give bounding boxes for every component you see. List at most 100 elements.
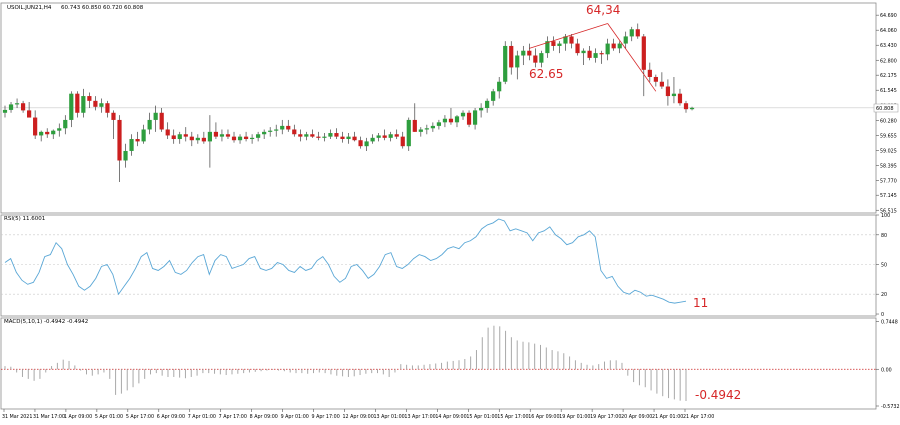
rsi-line xyxy=(4,218,687,304)
candle-down xyxy=(286,125,291,130)
price-tick-label: 64.060 xyxy=(880,28,897,34)
candle-up xyxy=(256,134,261,138)
candle-up xyxy=(617,43,622,49)
price-tick-label: 59.025 xyxy=(880,148,897,154)
candle-down xyxy=(352,136,357,141)
candle-up xyxy=(629,29,634,37)
candle-down xyxy=(653,76,658,82)
candle-down xyxy=(587,50,592,58)
time-tick-label: 9 Apr 17:00 xyxy=(312,414,340,420)
candle-up xyxy=(430,125,435,129)
time-tick-label: 7 Apr 01:00 xyxy=(188,414,216,420)
time-tick-label: 8 Apr 09:00 xyxy=(250,414,278,420)
candle-up xyxy=(515,55,520,68)
candle-up xyxy=(14,103,20,105)
candle-down xyxy=(340,136,345,140)
candle-down xyxy=(171,135,176,140)
candle-up xyxy=(51,130,56,135)
candle-down xyxy=(159,112,164,130)
candle-up xyxy=(485,100,490,108)
candle-up xyxy=(195,137,200,141)
candle-down xyxy=(183,134,188,137)
candle-down xyxy=(665,86,671,97)
candle-up xyxy=(539,53,544,63)
candle-up xyxy=(563,36,568,44)
candle-up xyxy=(274,129,279,131)
price-tick-label: 62.800 xyxy=(880,58,897,64)
candle-up xyxy=(280,125,285,130)
candle-down xyxy=(105,103,110,113)
candle-down xyxy=(466,112,472,125)
rsi-value-annotation: 11 xyxy=(693,296,708,310)
current-price-box xyxy=(873,103,899,113)
time-tick-label: 21 Apr 17:00 xyxy=(683,414,714,420)
time-tick-label: 5 Apr 17:00 xyxy=(126,414,154,420)
candle-up xyxy=(99,103,104,107)
symbol-label: USOIL.JUN21,H4 xyxy=(7,5,52,11)
candle-up xyxy=(237,136,243,141)
candle-up xyxy=(147,119,152,130)
candle-down xyxy=(316,136,321,138)
candle-up xyxy=(497,81,502,92)
candle-down xyxy=(87,96,92,101)
candle-up xyxy=(581,50,586,54)
candle-up xyxy=(57,128,62,131)
price-tick-label: 59.655 xyxy=(880,133,897,139)
time-tick-label: 21 Apr 01:00 xyxy=(652,414,683,420)
candle-down xyxy=(611,43,616,49)
candle-down xyxy=(334,133,339,137)
rsi-tick-label: 0 xyxy=(881,312,884,318)
candle-down xyxy=(683,103,689,110)
candle-up xyxy=(328,133,333,137)
candle-down xyxy=(231,136,237,141)
candle-up xyxy=(141,129,146,142)
candle-up xyxy=(219,134,225,137)
panel-frame-rsi xyxy=(0,214,877,317)
time-tick-label: 13 Apr 01:00 xyxy=(373,414,404,420)
time-tick-label: 6 Apr 09:00 xyxy=(157,414,185,420)
candle-down xyxy=(213,131,219,137)
candle-down xyxy=(647,69,652,77)
candle-up xyxy=(418,129,423,132)
price-tick-label: 62.175 xyxy=(880,73,897,79)
macd-tick-label: 0.00 xyxy=(881,367,892,373)
candle-up xyxy=(491,91,496,101)
price-tick-label: 58.395 xyxy=(880,163,897,169)
candle-up xyxy=(177,134,182,140)
current-price-label: 60.808 xyxy=(876,106,894,112)
candle-down xyxy=(599,53,604,55)
candle-up xyxy=(545,41,550,54)
candle-up xyxy=(388,134,393,138)
candle-down xyxy=(677,93,683,104)
rsi-tick-label: 50 xyxy=(881,263,887,269)
price-tick-label: 63.430 xyxy=(880,43,897,49)
candle-up xyxy=(472,110,478,125)
candle-down xyxy=(165,129,170,136)
candle-up xyxy=(123,150,128,161)
candle-up xyxy=(557,43,562,46)
price-pane: 64.69064.06063.43062.80062.17561.54560.9… xyxy=(1,13,897,214)
candle-down xyxy=(45,131,50,135)
candle-up xyxy=(39,131,44,136)
price-tick-label: 56.515 xyxy=(880,208,897,214)
trend-line-up xyxy=(529,23,608,49)
candle-up xyxy=(69,93,74,120)
candle-up xyxy=(454,116,460,123)
candle-up xyxy=(376,135,381,138)
candle-down xyxy=(189,136,194,141)
candle-up xyxy=(129,139,134,151)
candle-down xyxy=(75,93,80,113)
candle-down xyxy=(394,134,399,137)
candle-up xyxy=(671,93,677,97)
candle-down xyxy=(659,81,664,87)
candle-up xyxy=(689,107,695,110)
time-tick-label: 1 Apr 09:00 xyxy=(64,414,92,420)
candle-up xyxy=(322,136,327,138)
macd-pane: 0.7448 0.00 -0.5732 xyxy=(1,320,900,410)
candle-down xyxy=(382,135,387,138)
macd-tick-label: -0.5732 xyxy=(881,404,900,410)
candle-up xyxy=(346,136,351,140)
time-tick-label: 31 Mar 17:00 xyxy=(33,414,65,420)
candle-down xyxy=(641,36,646,70)
